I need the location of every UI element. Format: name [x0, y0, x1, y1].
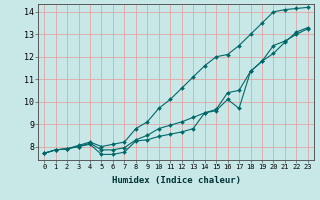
X-axis label: Humidex (Indice chaleur): Humidex (Indice chaleur): [111, 176, 241, 185]
